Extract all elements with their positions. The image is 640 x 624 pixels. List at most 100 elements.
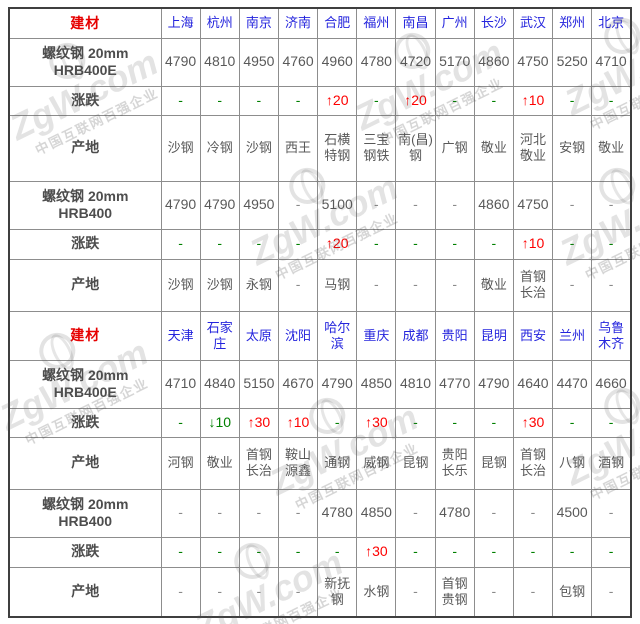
row-label: 螺纹钢 20mm HRB400E [8,359,162,409]
price-cell: 4810 [395,359,436,409]
change-cell: - [434,536,475,568]
change-cell: - [199,85,240,116]
change-cell: - [473,228,514,260]
change-cell: - [434,228,475,260]
column-header-city[interactable]: 郑州 [552,7,593,39]
price-cell: 4780 [317,488,358,538]
column-header-city[interactable]: 哈尔滨 [317,310,358,361]
price-cell: 4760 [277,37,319,87]
price-cell: - [591,180,632,230]
price-cell: 4720 [395,37,436,87]
price-cell: 4810 [199,37,240,87]
origin-cell: 首钢长治 [512,258,554,312]
origin-cell: - [277,566,319,618]
column-header-city[interactable]: 福州 [356,7,397,39]
price-cell: 4640 [512,359,554,409]
column-header-city[interactable]: 济南 [277,7,319,39]
price-cell: 4750 [512,180,554,230]
material-header-label: 建材 [8,310,162,361]
column-header-city[interactable]: 成都 [395,310,436,361]
price-cell: 4790 [160,180,201,230]
origin-row: 产地 沙钢 冷钢 沙钢 西王 石横特钢 三宝钢铁 南(昌)钢 广钢 敬业 河北敬业 安钢 敬业 [8,114,632,182]
change-cell: ↓10 [199,407,240,438]
column-header-city[interactable]: 乌鲁木齐 [591,310,632,361]
origin-cell: 马钢 [317,258,358,312]
price-cell: 4500 [552,488,593,538]
origin-cell: 昆钢 [473,436,514,490]
price-cell: 4860 [473,180,514,230]
origin-cell: 包钢 [552,566,593,618]
column-header-city[interactable]: 石家庄 [199,310,240,361]
origin-cell: 石横特钢 [317,114,358,182]
origin-cell: 昆钢 [395,436,436,490]
change-cell: - [395,536,436,568]
change-cell: ↑30 [356,407,397,438]
price-table: 建材 上海 杭州 南京 济南 合肥 福州 南昌 广州 长沙 武汉 郑州 北京 螺纹钢 20mm HRB40… [8,7,632,618]
price-cell: - [199,488,240,538]
column-header-city[interactable]: 武汉 [512,7,554,39]
price-cell: 4770 [434,359,475,409]
column-header-city[interactable]: 昆明 [473,310,514,361]
column-header-city[interactable]: 上海 [160,7,201,39]
origin-cell: 冷钢 [199,114,240,182]
origin-cell: 水钢 [356,566,397,618]
row-label: 涨跌 [8,407,162,438]
column-header-city[interactable]: 贵阳 [434,310,475,361]
price-cell: - [160,488,201,538]
row-label: 螺纹钢 20mm HRB400 [8,488,162,538]
origin-cell: 安钢 [552,114,593,182]
column-header-city[interactable]: 南京 [238,7,279,39]
column-header-city[interactable]: 沈阳 [277,310,319,361]
column-header-city[interactable]: 南昌 [395,7,436,39]
change-cell: - [160,228,201,260]
column-header-city[interactable]: 杭州 [199,7,240,39]
row-label: 涨跌 [8,85,162,116]
origin-cell: - [591,566,632,618]
column-header-city[interactable]: 广州 [434,7,475,39]
change-row: 涨跌 - - - - ↑20- ↑20- - ↑10- - [8,85,632,116]
column-header-city[interactable]: 重庆 [356,310,397,361]
change-cell: - [591,228,632,260]
material-header-label: 建材 [8,7,162,39]
column-header-city[interactable]: 长沙 [473,7,514,39]
origin-cell: - [160,566,201,618]
change-cell: - [395,407,436,438]
column-header-city[interactable]: 兰州 [552,310,593,361]
column-header-city[interactable]: 太原 [238,310,279,361]
column-header-city[interactable]: 天津 [160,310,201,361]
origin-cell: - [591,258,632,312]
origin-cell: 贵阳长乐 [434,436,475,490]
change-cell: - [199,536,240,568]
change-cell: - [317,536,358,568]
column-header-city[interactable]: 北京 [591,7,632,39]
price-cell: - [591,488,632,538]
price-cell: 4950 [238,37,279,87]
row-label: 产地 [8,436,162,490]
change-cell: ↑30 [356,536,397,568]
change-cell: ↑10 [512,228,554,260]
change-cell: ↑20 [317,228,358,260]
change-cell: ↑20 [317,85,358,116]
price-cell: - [356,180,397,230]
price-cell: - [395,180,436,230]
price-cell: 4670 [277,359,319,409]
price-cell: 4660 [591,359,632,409]
column-header-city[interactable]: 合肥 [317,7,358,39]
origin-cell: 八钢 [552,436,593,490]
column-header-city[interactable]: 西安 [512,310,554,361]
change-cell: ↑30 [238,407,279,438]
change-cell: - [160,407,201,438]
origin-cell: 沙钢 [160,114,201,182]
change-row: 涨跌 - ↓10 ↑30 ↑10- ↑30- - - ↑30- - [8,407,632,438]
change-cell: - [277,228,319,260]
change-row: 涨跌 - - - - - ↑30- - - - - - [8,536,632,568]
price-row: 螺纹钢 20mm HRB400E 4710 4840 5150 4670 4790 4850… [8,359,632,409]
row-label: 产地 [8,114,162,182]
change-cell: - [238,228,279,260]
origin-row: 产地 沙钢 沙钢 永钢 - 马钢 - - - 敬业 首钢长治 - - [8,258,632,312]
origin-cell: 广钢 [434,114,475,182]
row-label: 涨跌 [8,536,162,568]
price-cell: 4850 [356,488,397,538]
price-cell: 4840 [199,359,240,409]
